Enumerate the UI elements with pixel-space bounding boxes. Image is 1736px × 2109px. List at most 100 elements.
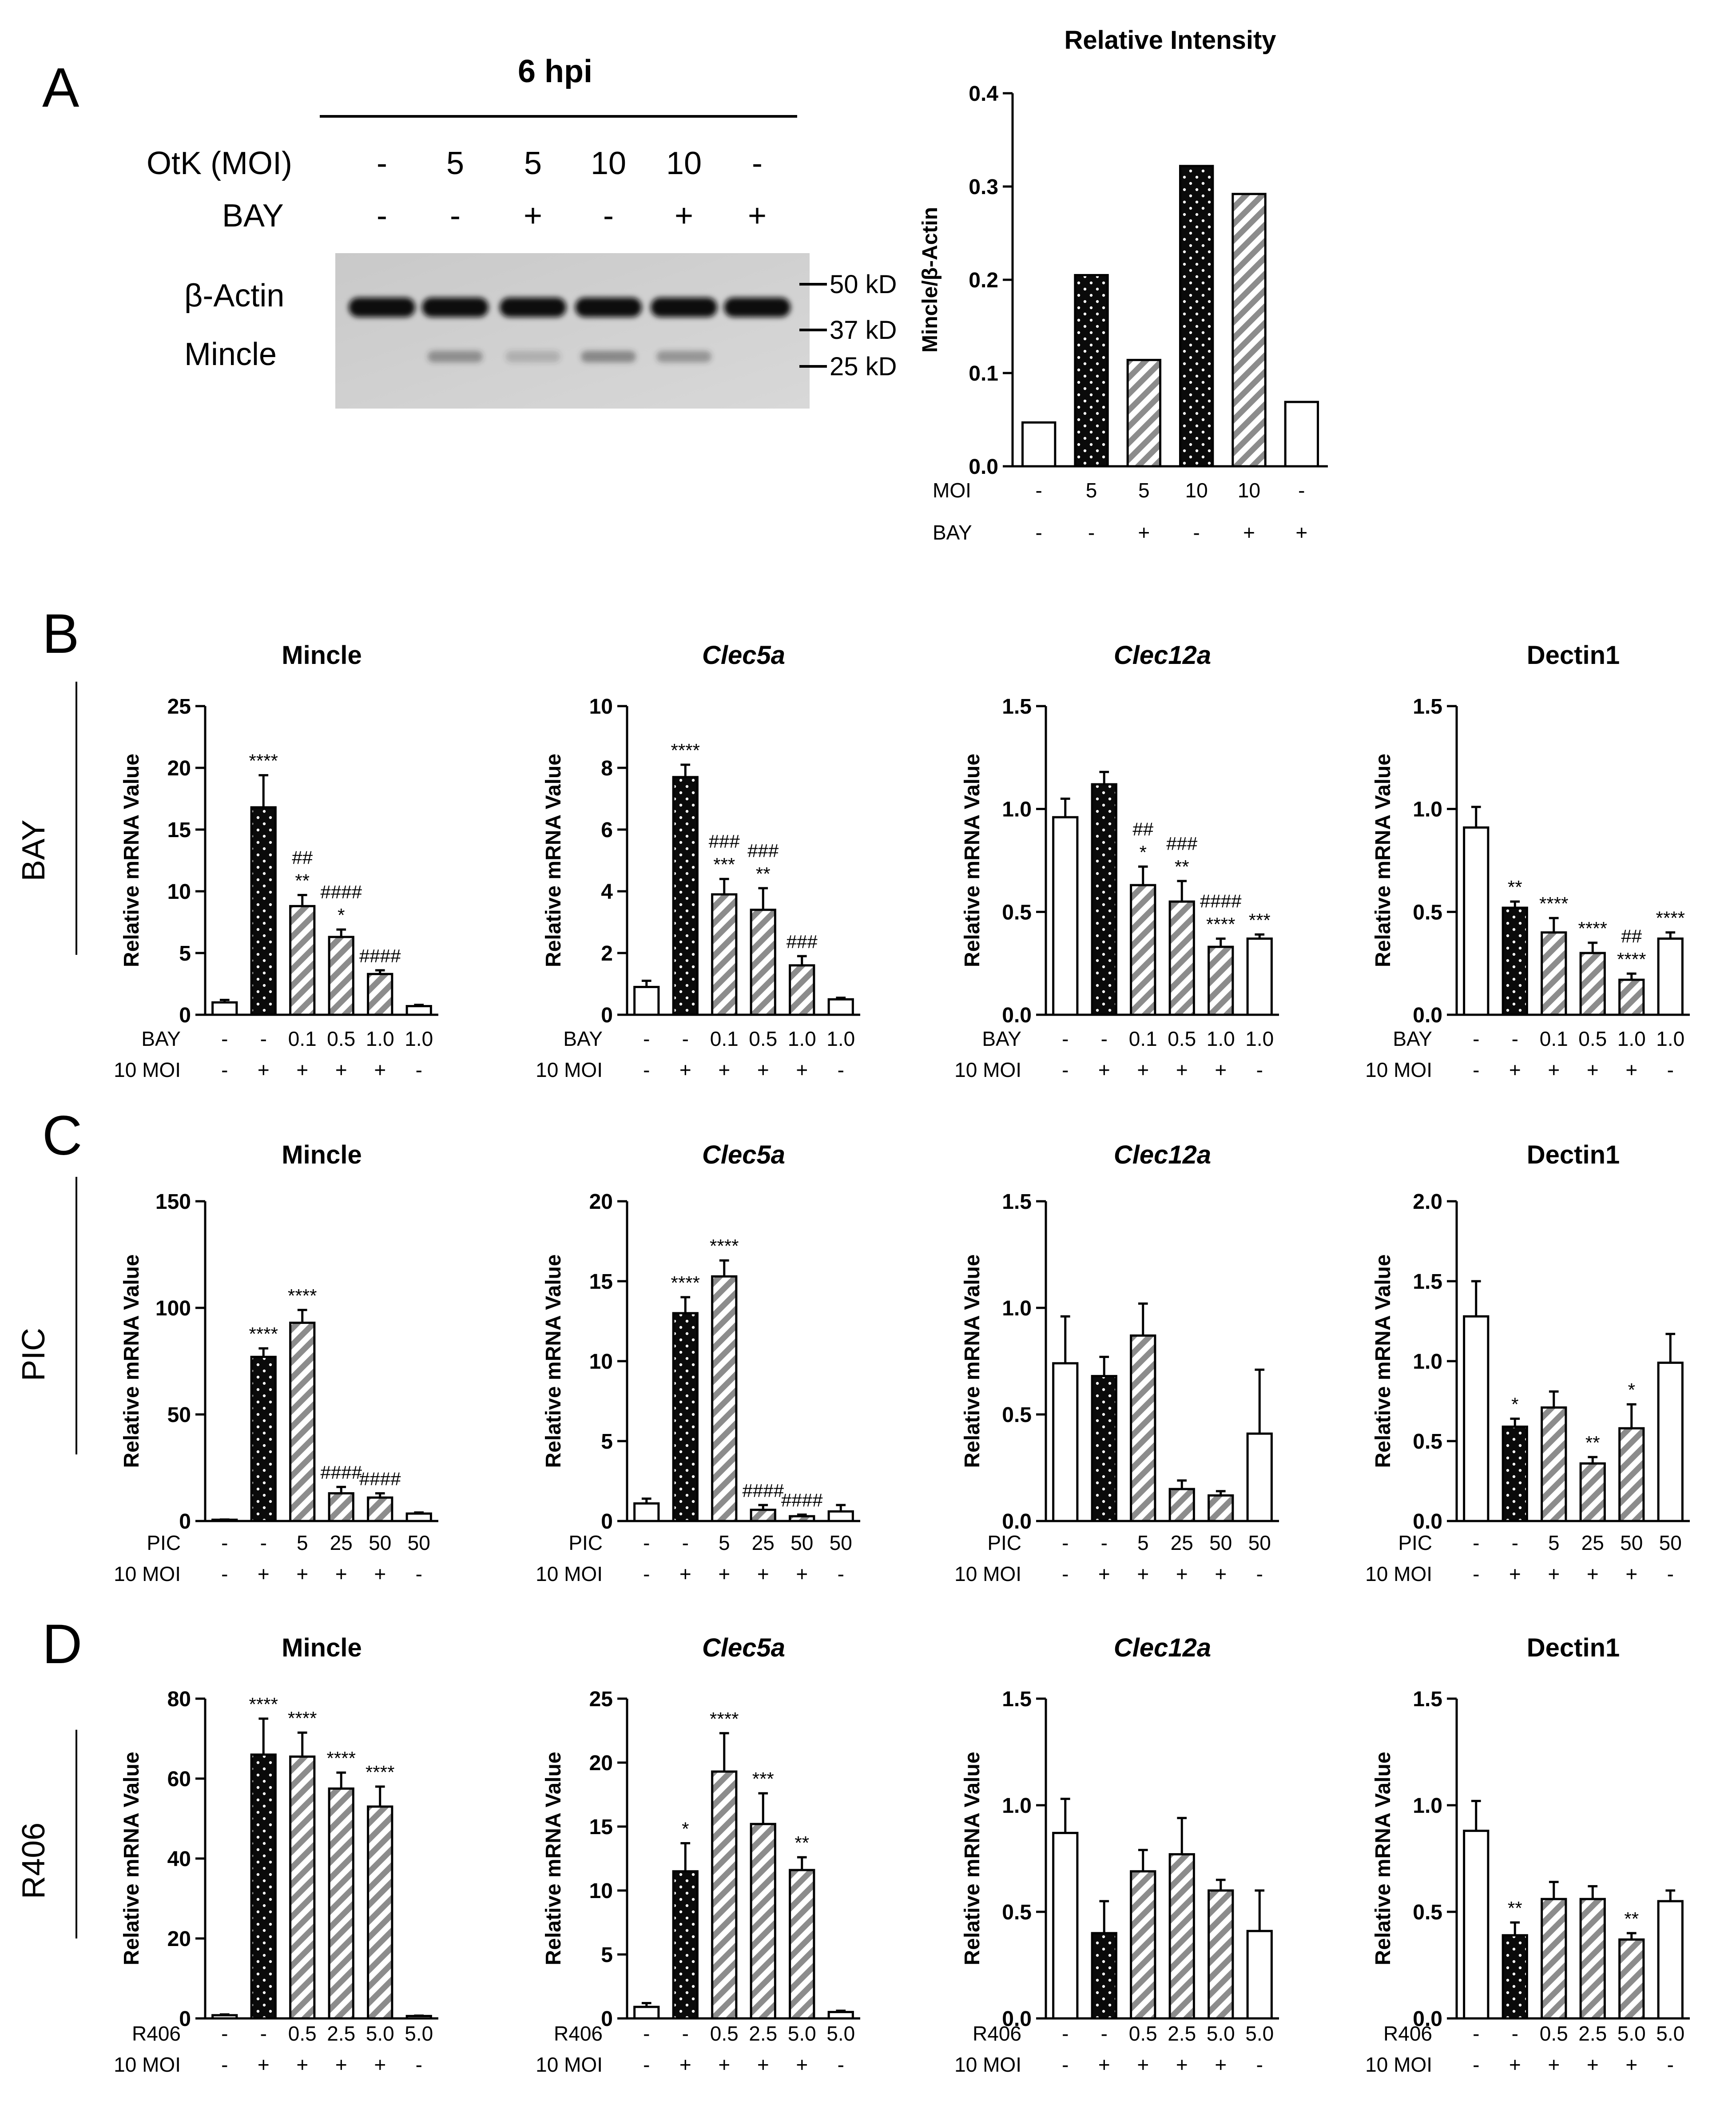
condition-value: 0.1 (288, 1027, 317, 1050)
condition-label: R406 (1383, 2022, 1432, 2045)
condition-value: 0.1 (1540, 1027, 1568, 1050)
y-tick-label: 0.3 (969, 175, 998, 199)
chart-title: Relative Intensity (1064, 26, 1276, 55)
significance-mark: *** (752, 1768, 774, 1789)
condition-value: + (296, 2053, 308, 2076)
bar (672, 776, 699, 1016)
actin-band (651, 298, 717, 317)
y-tick-label: 0.0 (1413, 2007, 1442, 2031)
condition-value: + (1215, 1562, 1227, 1585)
blot-row-value: + (675, 198, 693, 234)
blot-header: 6 hpi (518, 54, 592, 89)
blot-row-value: + (748, 198, 767, 234)
condition-value: - (1256, 1058, 1263, 1081)
mincle-band (505, 351, 560, 362)
condition-value: - (1101, 1531, 1108, 1554)
bar (1126, 359, 1162, 468)
significance-mark: ### (709, 831, 740, 852)
condition-value: - (221, 2053, 228, 2076)
condition-value: 5.0 (788, 2022, 816, 2045)
panel-a: A 6 hpi OtK (MOI) BAY - 5 5 10 10 - - - + - + + β-A… (42, 54, 897, 409)
condition-value: + (679, 1562, 691, 1585)
bar (711, 1275, 738, 1522)
bar (1168, 1853, 1195, 2020)
condition-value: + (1509, 2053, 1521, 2076)
condition-value: + (335, 2053, 347, 2076)
y-tick-label: 0.5 (1413, 1901, 1442, 1924)
y-tick-label: 15 (589, 1270, 613, 1294)
condition-value: + (1509, 1562, 1521, 1585)
condition-value: - (682, 1027, 689, 1050)
bar (1541, 1406, 1567, 1522)
condition-label: BAY (141, 1027, 181, 1050)
condition-value: + (1548, 1562, 1560, 1585)
bar (1284, 401, 1319, 468)
charts-layer: Relative Intensity 0.0 0.1 0.2 0.3 0.4 Mincle/… (114, 26, 1690, 2076)
condition-value: + (1176, 1562, 1188, 1585)
chart-C-clec12a: Clec12a 0.0 0.5 1.0 1.5 Relative mRNA Value PI… (954, 1140, 1279, 1585)
y-tick-label: 1.5 (1002, 695, 1032, 719)
significance-mark: *** (713, 854, 735, 875)
y-tick-label: 10 (167, 880, 191, 904)
bar (633, 2006, 660, 2020)
condition-label: 10 MOI (1365, 2053, 1432, 2076)
bar (1074, 274, 1109, 468)
y-tick-label: 0.5 (1002, 901, 1032, 924)
condition-value: - (1036, 521, 1042, 544)
y-tick-label: 1.0 (1002, 1297, 1032, 1320)
condition-value: - (1062, 2053, 1069, 2076)
condition-value: + (1625, 2053, 1637, 2076)
condition-value: 1.0 (405, 1027, 433, 1050)
condition-value: 0.5 (1540, 2022, 1568, 2045)
condition-value: - (1036, 479, 1042, 502)
y-tick-label: 1.5 (1413, 695, 1442, 719)
condition-label: PIC (987, 1531, 1021, 1554)
bar (289, 905, 316, 1016)
condition-value: + (1137, 2053, 1149, 2076)
condition-value: 50 (1620, 1531, 1643, 1554)
condition-value: 25 (1581, 1531, 1604, 1554)
condition-value: 10 (1238, 479, 1260, 502)
significance-mark: #### (743, 1480, 784, 1501)
bar (1579, 952, 1606, 1016)
condition-value: - (1062, 2022, 1069, 2045)
significance-mark: ** (1624, 1908, 1639, 1929)
blot-row-value: 5 (524, 146, 542, 181)
condition-label: 10 MOI (536, 1058, 603, 1081)
mincle-band (656, 351, 711, 362)
bar (1246, 1930, 1273, 2020)
condition-label: BAY (933, 521, 972, 544)
y-tick-label: 5 (601, 1430, 613, 1454)
actin-band (349, 298, 415, 317)
condition-label: 10 MOI (536, 1562, 603, 1585)
y-tick-label: 0.5 (1002, 1901, 1032, 1924)
y-tick-label: 1.0 (1002, 798, 1032, 822)
condition-value: 50 (791, 1531, 813, 1554)
significance-mark: ## (1621, 925, 1642, 946)
chart-title: Dectin1 (1527, 641, 1620, 670)
condition-value: - (1062, 1058, 1069, 1081)
blot-row-value: 10 (666, 146, 702, 181)
condition-value: + (258, 1562, 270, 1585)
significance-mark: * (682, 1818, 689, 1839)
condition-value: 5.0 (826, 2022, 855, 2045)
bar (750, 1823, 776, 2020)
condition-value: 5.0 (1656, 2022, 1684, 2045)
condition-value: - (1256, 1562, 1263, 1585)
bar (1502, 906, 1528, 1016)
condition-value: + (757, 2053, 769, 2076)
bar (1579, 1898, 1606, 2020)
y-axis-label: Relative mRNA Value (961, 1752, 984, 1965)
chart-title: Mincle (282, 641, 362, 670)
condition-value: + (1176, 2053, 1188, 2076)
band-label-actin: β-Actin (184, 278, 284, 314)
condition-value: + (718, 2053, 730, 2076)
y-tick-label: 1.0 (1413, 1794, 1442, 1818)
bar (1052, 816, 1079, 1016)
significance-mark: ** (1585, 1432, 1600, 1453)
condition-value: + (1176, 1058, 1188, 1081)
chart-A-intensity: Relative Intensity 0.0 0.1 0.2 0.3 0.4 Mincle/… (918, 26, 1328, 544)
condition-value: + (296, 1058, 308, 1081)
condition-value: - (682, 1531, 689, 1554)
condition-label: PIC (147, 1531, 181, 1554)
